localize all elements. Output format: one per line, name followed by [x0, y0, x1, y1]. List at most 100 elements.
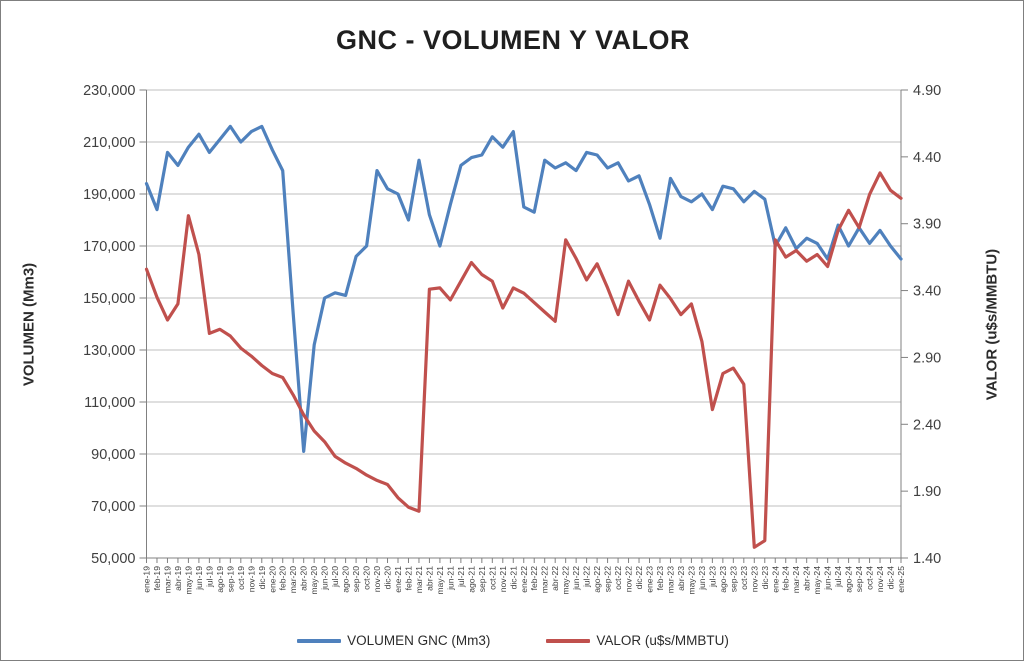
right-axis-tick-label: 4.90 [913, 83, 941, 99]
x-axis-tick-label: oct-22 [613, 566, 623, 590]
x-axis-tick-label: ene-21 [393, 566, 403, 593]
x-axis-tick-label: ago-23 [718, 566, 728, 593]
left-axis-tick-label: 90,000 [91, 447, 135, 463]
x-axis-tick-label: mar-22 [540, 566, 550, 593]
x-axis-tick-label: ene-24 [770, 566, 780, 593]
x-axis-tick-label: jun-20 [320, 566, 330, 591]
x-axis-tick-label: jul-21 [456, 566, 466, 588]
x-axis-tick-label: may-19 [183, 566, 193, 595]
x-axis-tick-label: may-20 [309, 566, 319, 595]
x-axis-tick-label: abr-20 [299, 566, 309, 591]
legend-swatch-value [546, 638, 591, 643]
x-axis-tick-label: dic-23 [760, 566, 770, 590]
x-axis-tick-label: jun-23 [697, 566, 707, 591]
x-axis-tick-label: oct-19 [236, 566, 246, 590]
x-axis-tick-label: nov-19 [246, 566, 256, 592]
x-axis-tick-label: mar-20 [288, 566, 298, 593]
series-line-volume [144, 124, 903, 453]
left-axis-tick-label: 150,000 [83, 291, 135, 307]
x-axis-tick-label: feb-20 [278, 566, 288, 591]
x-axis-tick-label: sep-23 [728, 566, 738, 592]
legend-item-volume: VOLUMEN GNC (Mm3) [297, 633, 490, 648]
legend-item-value: VALOR (u$s/MMBTU) [546, 633, 729, 648]
x-axis-tick-label: ene-20 [267, 566, 277, 593]
x-axis-tick-label: nov-24 [875, 566, 885, 592]
x-axis-tick-label: sep-20 [351, 566, 361, 592]
legend-label-value: VALOR (u$s/MMBTU) [596, 633, 729, 648]
x-axis-tick-label: dic-22 [634, 566, 644, 590]
right-axis-tick-label: 1.40 [913, 551, 941, 567]
right-axis-tick-label: 3.40 [913, 284, 941, 300]
x-axis-tick-label: jul-19 [204, 566, 214, 588]
x-axis-tick-label: ene-22 [519, 566, 529, 593]
x-axis-tick-label: may-23 [686, 566, 696, 595]
x-axis-tick-label: jul-24 [833, 566, 843, 588]
x-axis-tick-label: oct-23 [739, 566, 749, 590]
x-axis-tick-label: oct-21 [487, 566, 497, 590]
x-axis-tick-label: ago-21 [466, 566, 476, 593]
x-axis-tick-label: mar-23 [665, 566, 675, 593]
x-axis-tick-label: sep-19 [225, 566, 235, 592]
x-axis-tick-label: dic-21 [508, 566, 518, 590]
chart-legend: VOLUMEN GNC (Mm3) VALOR (u$s/MMBTU) [1, 633, 1023, 648]
legend-swatch-volume [297, 638, 342, 643]
x-axis-tick-label: jul-23 [707, 566, 717, 588]
right-axis-tick-label: 1.90 [913, 484, 941, 500]
x-axis-tick-label: ene-25 [896, 566, 906, 593]
x-axis-tick-label: mar-21 [414, 566, 424, 593]
x-axis-tick-label: ago-20 [341, 566, 351, 593]
x-axis-tick-label: ago-24 [844, 566, 854, 593]
series-line-value [144, 171, 903, 549]
left-axis-tick-label: 170,000 [83, 239, 135, 255]
chart-title: GNC - VOLUMEN Y VALOR [335, 25, 691, 55]
left-axis-tick-label: 50,000 [91, 551, 135, 567]
x-axis-tick-label: nov-21 [498, 566, 508, 592]
right-axis-tick-label: 2.40 [913, 417, 941, 433]
x-axis-tick-label: jun-19 [194, 566, 204, 591]
x-axis-tick-label: jun-21 [445, 566, 455, 591]
x-axis-tick-label: nov-20 [372, 566, 382, 592]
x-axis-tick-label: ago-19 [215, 566, 225, 593]
x-axis-tick-label: dic-19 [257, 566, 267, 590]
x-axis-tick-label: abr-19 [173, 566, 183, 591]
x-axis-tick-label: ene-23 [645, 566, 655, 593]
x-axis-tick-label: dic-24 [886, 566, 896, 590]
x-axis-tick-label: feb-24 [781, 566, 791, 591]
x-axis-tick-label: jul-20 [330, 566, 340, 588]
x-axis-tick-label: abr-21 [424, 566, 434, 591]
x-axis-tick-label: abr-23 [676, 566, 686, 591]
x-axis-tick-label: dic-20 [383, 566, 393, 590]
x-axis-tick-label: feb-21 [403, 566, 413, 591]
x-axis-tick-label: ago-22 [592, 566, 602, 593]
right-axis-tick-label: 4.40 [913, 150, 941, 166]
x-axis-tick-label: mar-24 [791, 566, 801, 593]
right-axis-tick-label: 2.90 [913, 350, 941, 366]
x-axis-tick-label: may-24 [812, 566, 822, 595]
x-axis-tick-label: may-22 [561, 566, 571, 595]
x-axis-tick-label: oct-20 [362, 566, 372, 590]
left-axis-tick-label: 70,000 [91, 499, 135, 515]
x-axis-tick-label: jul-22 [582, 566, 592, 588]
x-axis-tick-label: ene-19 [142, 566, 152, 593]
x-axis-tick-label: feb-19 [152, 566, 162, 591]
right-axis-tick-label: 3.90 [913, 217, 941, 233]
left-axis-tick-label: 210,000 [83, 135, 135, 151]
x-axis-tick-label: sep-22 [603, 566, 613, 592]
left-axis-tick-label: 230,000 [83, 83, 135, 99]
x-axis-tick-label: abr-24 [802, 566, 812, 591]
x-axis-tick-label: abr-22 [550, 566, 560, 591]
x-axis-tick-label: sep-21 [477, 566, 487, 592]
x-axis-tick-label: feb-23 [655, 566, 665, 591]
x-axis-tick-label: sep-24 [854, 566, 864, 592]
x-axis-tick-label: may-21 [435, 566, 445, 595]
left-axis-tick-label: 130,000 [83, 343, 135, 359]
x-axis-tick-label: jun-24 [823, 566, 833, 591]
x-axis-tick-label: mar-19 [162, 566, 172, 593]
x-axis-tick-label: feb-22 [529, 566, 539, 591]
legend-label-volume: VOLUMEN GNC (Mm3) [347, 633, 491, 648]
x-axis-tick-label: jun-22 [571, 566, 581, 591]
x-axis-tick-label: oct-24 [865, 566, 875, 590]
left-axis-tick-label: 110,000 [84, 395, 135, 411]
